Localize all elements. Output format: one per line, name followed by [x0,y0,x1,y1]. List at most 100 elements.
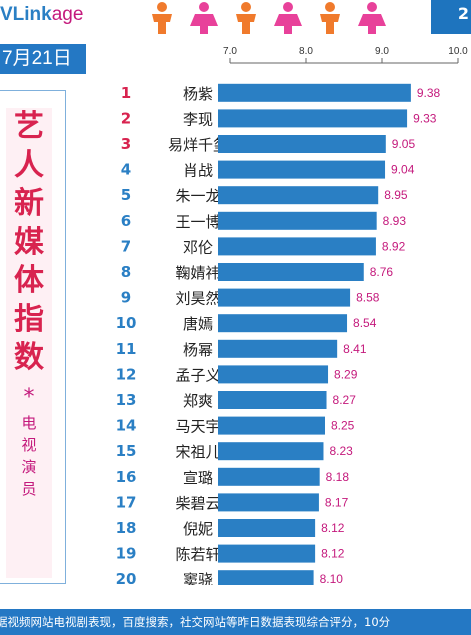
bar [218,416,325,435]
side-title-char: 体 [14,263,44,298]
actor-name-label: 宣璐 [183,469,213,487]
side-title-char: 人 [14,147,44,183]
bar [218,519,316,537]
bar [218,570,314,585]
rank-label: 12 [116,365,137,383]
rank-label: 16 [116,468,137,486]
date-label: 7月21日 [0,44,86,74]
side-title-char: 艺 [14,109,44,144]
side-subtitle-char: 演 [21,457,37,476]
value-label: 8.17 [325,495,349,509]
bar [218,186,379,205]
person-icon-1 [152,2,172,34]
actor-name-label: 宋祖儿 [175,443,220,461]
person-icon-4 [274,2,302,34]
actor-name-label: 易烊千玺 [168,136,228,154]
bar [218,160,386,179]
value-label: 8.95 [384,188,408,202]
bar [218,544,316,563]
rank-label: 17 [116,493,137,511]
value-label: 9.04 [391,163,415,177]
brand-logo: VLinkage [0,4,83,26]
rank-label: 5 [121,186,131,204]
actor-name-label: 杨紫 [183,85,213,103]
actor-name-label: 倪妮 [183,520,213,538]
bar [218,391,327,409]
value-label: 8.76 [370,265,394,279]
actor-name-label: 马天宇 [175,418,220,436]
value-label: 8.27 [333,393,357,407]
bar [218,288,351,307]
bar [218,211,377,230]
side-subtitle-char: 视 [21,435,37,454]
actor-name-label: 柴碧云 [175,494,220,512]
bar [218,83,411,102]
value-label: 8.25 [331,419,355,433]
rank-label: 2 [121,109,131,127]
rank-label: 14 [116,417,137,435]
rank-label: 4 [121,161,131,179]
actor-name-label: 窦骁 [183,571,213,585]
actor-name-label: 陈若轩 [175,546,220,564]
value-label: 8.92 [382,239,406,253]
x-tick-label: 8.0 [299,46,313,57]
person-icon-2 [190,2,218,34]
rank-label: 1 [121,84,131,102]
rank-label: 20 [116,570,137,585]
logo-text-1: VLink [0,4,52,25]
rank-label: 13 [116,391,137,409]
rank-label: 9 [121,289,131,307]
actor-name-label: 肖战 [183,162,213,180]
value-label: 8.23 [329,444,353,458]
bar [218,314,348,333]
bar [218,467,320,486]
value-label: 8.58 [356,291,380,305]
person-icon-3 [236,2,256,34]
value-label: 9.05 [392,137,416,151]
person-icon-6 [358,2,386,34]
value-label: 9.33 [413,111,437,125]
value-label: 8.12 [321,521,345,535]
side-star: * [23,384,35,410]
value-label: 8.18 [326,470,350,484]
rank-label: 15 [116,442,137,460]
rank-label: 18 [116,519,137,537]
x-tick-label: 10.0 [448,46,468,57]
rank-label: 10 [116,314,137,332]
footer-note: 据视频网站电视剧表现，百度搜索，社交网站等昨日数据表现综合评分，10分 [0,609,471,635]
x-tick-label: 7.0 [223,46,237,57]
actor-name-label: 唐嫣 [183,315,213,333]
actor-name-label: 王一博 [175,213,220,231]
value-label: 8.29 [334,367,358,381]
value-label: 8.10 [320,572,344,585]
bar-chart: 7.0 8.0 9.0 10.0 1 杨紫 9.38 2 李现 9.33 3 易烊千玺 9.05 4 肖战 9… [116,46,468,585]
side-subtitle-char: 员 [21,479,37,498]
side-title-char: 指 [14,301,44,337]
actor-name-label: 邓伦 [183,238,213,256]
side-title-char: 媒 [14,224,44,260]
actor-name-label: 杨幂 [183,341,213,359]
bar [218,237,376,256]
actor-name-label: 刘昊然 [175,290,220,308]
rank-label: 6 [121,212,131,230]
bar [218,109,408,128]
x-tick-label: 9.0 [375,46,389,57]
actor-name-label: 郑爽 [183,392,213,410]
rank-label: 11 [116,340,137,358]
actor-name-label: 李现 [183,110,213,128]
actor-name-label: 孟子义 [175,366,220,384]
rank-label: 8 [121,263,131,281]
side-title: 艺 人 新 媒 体 指 数 * 电 视 演 员 [6,108,52,578]
bar [218,365,329,384]
side-frame [0,90,66,584]
value-label: 8.41 [343,342,367,356]
rank-label: 19 [116,545,137,563]
bar [218,442,324,461]
side-title-char: 数 [14,340,44,375]
value-label: 9.38 [417,86,441,100]
side-subtitle-char: 电 [21,413,37,432]
person-icon-5 [320,2,340,34]
value-label: 8.93 [383,214,407,228]
logo-text-2: age [51,4,84,25]
people-icons [152,2,386,34]
